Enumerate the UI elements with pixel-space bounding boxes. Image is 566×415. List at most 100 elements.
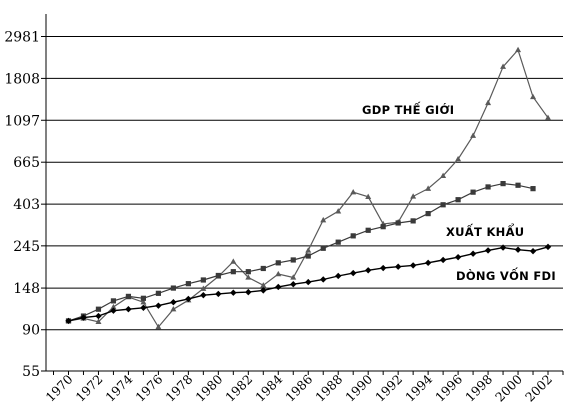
data-point-series-1 (500, 181, 506, 187)
data-point-series-2 (185, 295, 192, 303)
data-point-series-0 (275, 270, 282, 277)
y-tick-label: 1097 (4, 113, 40, 129)
data-point-series-2 (394, 263, 402, 270)
y-tick-label: 90 (22, 323, 40, 339)
data-point-series-2 (469, 250, 477, 257)
data-point-series-1 (440, 202, 446, 208)
data-point-series-1 (140, 295, 147, 301)
data-point-series-1 (230, 269, 236, 275)
data-point-series-0 (485, 99, 492, 106)
data-point-series-0 (455, 155, 462, 162)
data-point-series-0 (320, 216, 327, 223)
data-point-series-0 (155, 323, 162, 330)
data-point-series-1 (155, 290, 161, 296)
data-point-series-2 (260, 287, 267, 294)
data-point-series-0 (335, 208, 342, 214)
data-point-series-2 (424, 259, 432, 267)
data-point-series-2 (439, 256, 447, 264)
data-point-series-1 (485, 184, 491, 190)
x-tick-label: 1998 (462, 371, 495, 404)
x-tick-labels: 1970197219741976197819801982198419861988… (42, 371, 555, 404)
x-tick-label: 1980 (192, 371, 225, 404)
data-point-series-1 (470, 189, 476, 195)
data-point-series-1 (365, 227, 371, 233)
x-tick-label: 1976 (132, 371, 165, 404)
data-point-series-1 (380, 224, 386, 230)
data-point-series-0 (170, 306, 177, 312)
data-point-series-0 (230, 258, 237, 264)
data-point-series-1 (455, 197, 461, 203)
y-tick-label: 403 (13, 197, 40, 213)
x-tick-label: 1972 (72, 372, 105, 405)
data-point-series-1 (335, 239, 341, 245)
data-point-series-2 (110, 307, 117, 314)
grid-lines (46, 36, 563, 331)
data-point-series-2 (215, 290, 222, 298)
data-point-series-2 (65, 317, 72, 325)
data-point-series-1 (170, 285, 176, 291)
data-point-series-1 (410, 218, 416, 224)
x-tick-label: 2000 (492, 371, 525, 404)
data-point-series-2 (275, 283, 282, 291)
data-point-series-1 (350, 233, 356, 239)
data-point-series-0 (515, 46, 522, 53)
data-point-series-0 (110, 303, 117, 310)
data-point-series-1 (290, 257, 296, 263)
data-point-series-2 (80, 314, 87, 321)
x-tick-label: 1988 (312, 371, 345, 404)
data-point-series-0 (260, 282, 267, 288)
data-point-series-2 (155, 302, 162, 309)
data-point-series-2 (125, 306, 132, 313)
data-point-series-1 (215, 272, 221, 279)
y-tick-labels: 2981 1808 1097 665 403 245 148 90 55 (4, 30, 40, 380)
data-point-series-0 (200, 285, 207, 291)
data-point-series-1 (305, 253, 311, 259)
data-point-series-0 (545, 114, 552, 120)
data-point-series-1 (395, 220, 401, 226)
data-point-series-0 (95, 318, 102, 324)
data-point-series-1 (200, 277, 206, 283)
x-tick-label: 1982 (222, 372, 255, 405)
data-point-series-2 (484, 247, 492, 254)
x-tick-label: 1992 (372, 372, 405, 405)
y-tick-label: 2981 (4, 30, 40, 46)
x-tick-label: 1986 (282, 371, 315, 404)
data-point-series-2 (350, 269, 357, 277)
x-tick-label: 1990 (342, 371, 375, 404)
x-tick-label: 1974 (102, 371, 135, 404)
y-tick-label: 1808 (4, 71, 40, 87)
y-tick-label: 665 (13, 155, 40, 171)
data-point-series-1 (275, 260, 281, 266)
data-point-series-0 (305, 247, 312, 253)
data-point-series-2 (364, 267, 372, 274)
data-point-series-2 (95, 312, 102, 320)
x-tick-label: 1970 (42, 371, 75, 404)
data-point-series-2 (454, 253, 462, 261)
data-point-series-0 (500, 63, 507, 69)
data-point-series-2 (230, 289, 237, 296)
data-point-series-2 (544, 243, 552, 251)
data-point-series-2 (200, 291, 207, 299)
data-point-series-2 (320, 276, 327, 283)
x-tick-label: 2002 (522, 372, 555, 405)
data-point-series-1 (110, 298, 117, 304)
y-tick-label: 148 (13, 281, 40, 297)
data-point-series-0 (440, 172, 447, 179)
data-point-series-0 (350, 188, 357, 195)
x-tick-label: 1978 (162, 371, 195, 404)
series-label-xuat-khau: XUẤT KHẨU (446, 222, 524, 239)
data-point-series-1 (95, 306, 102, 312)
data-point-series-1 (260, 265, 266, 272)
data-point-series-0 (245, 274, 252, 280)
data-point-series-2 (305, 278, 312, 286)
series-lines (65, 46, 552, 330)
data-point-series-2 (140, 304, 147, 311)
data-point-series-0 (470, 132, 477, 138)
data-point-series-2 (170, 299, 177, 306)
data-point-series-1 (425, 211, 431, 217)
data-point-series-1 (245, 269, 251, 275)
data-point-series-2 (529, 247, 537, 255)
data-point-series-1 (185, 281, 191, 287)
data-point-series-0 (425, 185, 432, 191)
